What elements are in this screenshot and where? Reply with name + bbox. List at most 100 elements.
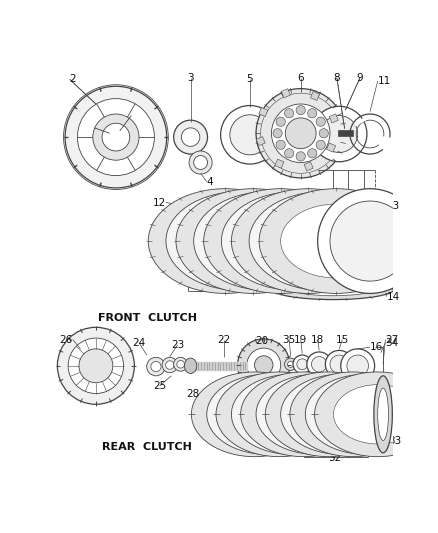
Circle shape <box>330 201 410 281</box>
Text: 15: 15 <box>336 335 349 345</box>
Text: 29: 29 <box>254 438 267 448</box>
Circle shape <box>293 355 311 374</box>
Circle shape <box>273 128 282 138</box>
Ellipse shape <box>253 204 364 278</box>
Circle shape <box>318 189 422 294</box>
Bar <box>259 108 268 117</box>
Ellipse shape <box>281 204 392 278</box>
Ellipse shape <box>207 374 327 454</box>
Circle shape <box>181 128 200 147</box>
Text: 31: 31 <box>280 438 293 448</box>
Circle shape <box>254 356 273 374</box>
Ellipse shape <box>299 386 383 442</box>
Bar <box>304 162 313 171</box>
Circle shape <box>319 128 328 138</box>
Circle shape <box>256 88 346 178</box>
Bar <box>275 159 284 168</box>
Circle shape <box>230 115 270 155</box>
Text: 13: 13 <box>387 201 400 212</box>
Circle shape <box>102 123 130 151</box>
Text: 33: 33 <box>389 436 402 446</box>
Ellipse shape <box>309 385 397 444</box>
Text: 30: 30 <box>267 438 280 448</box>
Text: 25: 25 <box>153 381 166 391</box>
Text: FRONT  CLUTCH: FRONT CLUTCH <box>98 313 197 323</box>
Ellipse shape <box>235 385 323 444</box>
Text: 9: 9 <box>357 73 363 83</box>
Circle shape <box>57 327 134 405</box>
Circle shape <box>162 357 177 373</box>
Circle shape <box>78 99 155 175</box>
Circle shape <box>330 355 349 374</box>
Text: REAR  CLUTCH: REAR CLUTCH <box>102 442 192 453</box>
Circle shape <box>93 114 139 160</box>
Bar <box>311 91 320 100</box>
Ellipse shape <box>221 192 367 290</box>
Ellipse shape <box>290 372 416 457</box>
Ellipse shape <box>191 372 318 457</box>
Circle shape <box>173 357 187 371</box>
Text: 16: 16 <box>370 342 383 352</box>
Text: 32: 32 <box>328 453 341 463</box>
Ellipse shape <box>265 372 392 457</box>
Text: 5: 5 <box>247 75 253 84</box>
Ellipse shape <box>249 386 333 442</box>
Ellipse shape <box>249 192 396 290</box>
Ellipse shape <box>187 207 291 275</box>
Circle shape <box>272 104 330 163</box>
Circle shape <box>177 360 184 368</box>
Circle shape <box>221 106 279 164</box>
Circle shape <box>341 349 374 383</box>
Ellipse shape <box>274 386 358 442</box>
Ellipse shape <box>198 204 308 278</box>
Ellipse shape <box>148 189 302 294</box>
Circle shape <box>325 350 353 378</box>
Text: 27: 27 <box>385 335 399 345</box>
Ellipse shape <box>225 204 336 278</box>
Ellipse shape <box>231 374 352 454</box>
Circle shape <box>296 106 305 115</box>
Ellipse shape <box>259 189 413 294</box>
Ellipse shape <box>215 207 318 275</box>
Circle shape <box>79 349 113 383</box>
Circle shape <box>189 151 212 174</box>
Ellipse shape <box>272 278 395 300</box>
Text: 14: 14 <box>387 292 400 302</box>
Circle shape <box>151 361 161 372</box>
Text: 34: 34 <box>385 338 399 348</box>
Ellipse shape <box>243 207 346 275</box>
Ellipse shape <box>204 189 358 294</box>
Circle shape <box>297 359 307 370</box>
Circle shape <box>276 117 285 126</box>
Circle shape <box>237 339 290 391</box>
Text: 23: 23 <box>171 340 184 350</box>
Ellipse shape <box>271 207 374 275</box>
Ellipse shape <box>374 376 392 453</box>
Text: 6: 6 <box>297 73 304 83</box>
Circle shape <box>285 358 297 370</box>
Ellipse shape <box>210 385 299 444</box>
Circle shape <box>194 156 208 169</box>
Circle shape <box>296 152 305 161</box>
Ellipse shape <box>170 204 281 278</box>
Text: 35: 35 <box>283 335 296 345</box>
Ellipse shape <box>240 372 367 457</box>
Text: 8: 8 <box>334 73 340 83</box>
Circle shape <box>147 357 165 376</box>
Circle shape <box>285 149 294 158</box>
Text: 18: 18 <box>311 335 324 345</box>
Circle shape <box>247 348 281 382</box>
Ellipse shape <box>216 372 342 457</box>
Text: 4: 4 <box>207 177 213 187</box>
Text: 22: 22 <box>217 335 230 345</box>
Circle shape <box>307 109 317 118</box>
Bar <box>327 143 336 152</box>
Text: 19: 19 <box>294 335 307 345</box>
Ellipse shape <box>305 374 425 454</box>
Circle shape <box>307 149 317 158</box>
Circle shape <box>166 361 174 369</box>
Circle shape <box>288 361 294 367</box>
Bar <box>210 386 256 443</box>
Circle shape <box>65 86 167 188</box>
Circle shape <box>173 120 208 154</box>
